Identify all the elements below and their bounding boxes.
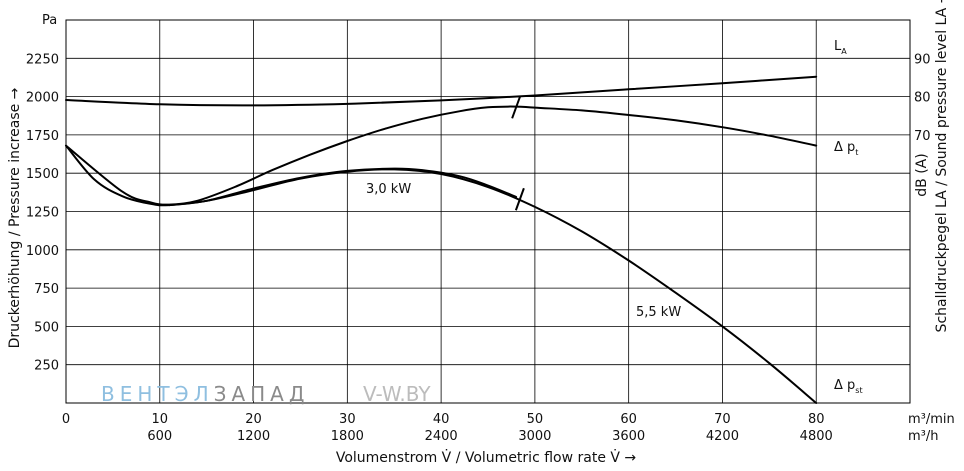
x-tick-label: 60 (620, 412, 637, 427)
y-tick-label: 2250 (26, 52, 59, 67)
series-pst-line (65, 144, 818, 404)
y2-tick-label: 70 (914, 129, 931, 144)
watermark-part1: ВЕНТЭЛ (101, 382, 214, 406)
x2-tick-label: 4200 (706, 429, 739, 444)
curve-label-dpt: Δ pt (834, 140, 858, 157)
curve-label-dpst-main: Δ p (834, 378, 855, 393)
y2-axis-title: Schalldruckpegel LA / Sound pressure lev… (934, 0, 950, 332)
x2-tick-label: 600 (147, 429, 172, 444)
operating-point-marker (514, 187, 525, 211)
x2-tick-label: 3600 (612, 429, 645, 444)
tick-labels: 250 500 750 1000 1250 1500 1750 2000 2250 70 80 90 0… (26, 52, 931, 444)
x2-tick-label: 2400 (425, 429, 458, 444)
y-tick-label: 1000 (26, 244, 59, 259)
x-tick-label: 20 (245, 412, 262, 427)
series-3-0-kw-line (168, 167, 518, 207)
x-tick-label: 50 (527, 412, 544, 427)
x-tick-label: 80 (808, 412, 825, 427)
curve-label-la-main: L (834, 39, 842, 54)
x-tick-label: 30 (339, 412, 356, 427)
x-tick-label: 10 (152, 412, 169, 427)
y-tick-label: 1500 (26, 167, 59, 182)
curve-label-dpst-sub: st (855, 386, 862, 395)
curve-label-dpt-sub: t (855, 148, 858, 157)
x-unit-label-min: m³/min (908, 412, 955, 427)
y-axis-title: Druckerhöhung / Pressure increase → (7, 87, 23, 348)
y2-tick-label: 80 (914, 91, 931, 106)
y2-unit-label: dB (A) (914, 153, 930, 196)
y-tick-label: 1250 (26, 206, 59, 221)
curve-label-dpt-main: Δ p (834, 140, 855, 155)
x2-tick-label: 1800 (331, 429, 364, 444)
x-axis-title: Volumenstrom V̇ / Volumetric flow rate V… (336, 449, 637, 466)
grid (65, 19, 911, 404)
x-unit-label-h: m³/h (908, 429, 939, 444)
curve-label-la: LA (834, 39, 847, 56)
annotation-5kw: 5,5 kW (636, 305, 681, 320)
x2-tick-label: 3000 (518, 429, 551, 444)
x2-tick-label: 4800 (800, 429, 833, 444)
y-tick-label: 500 (34, 320, 59, 335)
watermark: ВЕНТЭЛЗАПАД (101, 382, 309, 406)
annotation-3kw: 3,0 kW (366, 182, 411, 197)
y2-tick-label: 90 (914, 52, 931, 67)
y2-axis-title-text: Schalldruckpegel LA / Sound pressure lev… (934, 0, 950, 332)
y-unit-label: Pa (42, 13, 57, 28)
curves (65, 75, 818, 404)
x2-tick-label: 1200 (237, 429, 270, 444)
x-tick-label: 0 (62, 412, 70, 427)
operating-point-marker (511, 95, 522, 119)
x-tick-label: 70 (714, 412, 731, 427)
y-tick-label: 250 (34, 359, 59, 374)
curve-label-la-sub: A (841, 47, 847, 56)
y-tick-label: 2000 (26, 91, 59, 106)
y-tick-label: 750 (34, 282, 59, 297)
watermark-part2: ЗАПАД (214, 382, 310, 406)
y-tick-label: 1750 (26, 129, 59, 144)
series-la-line (65, 75, 818, 107)
curve-label-dpst: Δ pst (834, 378, 863, 395)
x-tick-label: 40 (433, 412, 450, 427)
watermark-url: V-W.BY (363, 382, 431, 406)
